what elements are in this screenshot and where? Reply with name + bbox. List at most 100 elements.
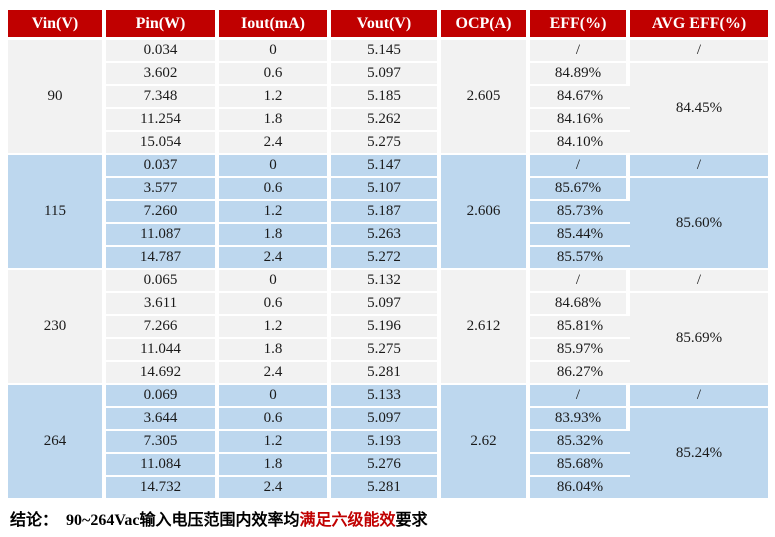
table-row: 264 0.069 0 5.133 2.62// <box>8 385 768 500</box>
table-row: 14.787 2.4 5.272 85.57% <box>8 247 768 270</box>
avg-eff-placeholder-cell: / <box>630 40 768 63</box>
iout-cell: 1.2 <box>219 431 331 454</box>
table-row: 7.260 1.2 5.187 85.73% <box>8 201 768 224</box>
vin-cell: 230 <box>8 270 106 385</box>
ocp-cell: 2.605 <box>441 40 530 155</box>
vout-cell: 5.097 <box>331 408 441 431</box>
conclusion-suffix: 要求 <box>395 512 428 529</box>
table-row: 230 0.065 0 5.132 2.612// <box>8 270 768 385</box>
pin-cell: 14.732 <box>106 477 219 500</box>
table-body: 90 0.034 0 5.145 2.605//3.602 0.6 5.097 84.89% 8… <box>8 40 768 500</box>
table-row: 11.044 1.8 5.275 85.97% <box>8 339 768 362</box>
table-row: 11.087 1.8 5.263 85.44% <box>8 224 768 247</box>
eff-cell: 84.67% <box>530 86 630 109</box>
eff-cell: 85.68% <box>530 454 630 477</box>
eff-cell: / <box>530 40 630 63</box>
avg-eff-placeholder-cell: / <box>630 385 768 408</box>
eff-cell: 84.68% <box>530 293 630 316</box>
eff-cell: 85.44% <box>530 224 630 247</box>
pin-cell: 11.087 <box>106 224 219 247</box>
pin-cell: 7.260 <box>106 201 219 224</box>
eff-cell: / <box>530 385 630 408</box>
eff-cell: 85.57% <box>530 247 630 270</box>
eff-cell: 85.97% <box>530 339 630 362</box>
column-header: Pin(W) <box>106 10 219 40</box>
iout-cell: 0 <box>219 270 331 293</box>
pin-cell: 3.602 <box>106 63 219 86</box>
eff-cell: 85.73% <box>530 201 630 224</box>
iout-cell: 0 <box>219 155 331 178</box>
ocp-cell: 2.62 <box>441 385 530 500</box>
conclusion-highlight: 满足六级能效 <box>299 512 396 529</box>
avg-eff-cell: 85.69% <box>630 293 768 385</box>
pin-cell: 0.065 <box>106 270 219 293</box>
table-row: 15.054 2.4 5.275 84.10% <box>8 132 768 155</box>
iout-cell: 2.4 <box>219 247 331 270</box>
avg-eff-cell: 85.24% <box>630 408 768 500</box>
vout-cell: 5.275 <box>331 339 441 362</box>
iout-cell: 1.8 <box>219 109 331 132</box>
vout-cell: 5.107 <box>331 178 441 201</box>
pin-cell: 3.611 <box>106 293 219 316</box>
table-header: Vin(V) Pin(W) Iout(mA) Vout(V) OCP(A) EFF(%) A… <box>8 10 768 40</box>
eff-cell: / <box>530 155 630 178</box>
ocp-cell: 2.612 <box>441 270 530 385</box>
avg-eff-cell: 85.60% <box>630 178 768 270</box>
eff-cell: 83.93% <box>530 408 630 431</box>
iout-cell: 1.8 <box>219 454 331 477</box>
iout-cell: 0.6 <box>219 293 331 316</box>
vout-cell: 5.097 <box>331 63 441 86</box>
pin-cell: 0.069 <box>106 385 219 408</box>
pin-cell: 7.266 <box>106 316 219 339</box>
column-header: AVG EFF(%) <box>630 10 768 40</box>
vout-cell: 5.145 <box>331 40 441 63</box>
conclusion-text: 90~264Vac输入电压范围内效率均 <box>66 512 300 529</box>
pin-cell: 7.305 <box>106 431 219 454</box>
eff-cell: 84.10% <box>530 132 630 155</box>
table-row: 90 0.034 0 5.145 2.605// <box>8 40 768 155</box>
iout-cell: 1.8 <box>219 224 331 247</box>
efficiency-test-table: Vin(V) Pin(W) Iout(mA) Vout(V) OCP(A) EFF(%) A… <box>8 10 768 500</box>
iout-cell: 2.4 <box>219 132 331 155</box>
table-row: 11.254 1.8 5.262 84.16% <box>8 109 768 132</box>
column-header: Vout(V) <box>331 10 441 40</box>
table-row: 3.611 0.6 5.097 84.68% 85.69% <box>8 293 768 385</box>
eff-cell: 84.89% <box>530 63 630 86</box>
conclusion-label: 结论： <box>10 512 59 529</box>
iout-cell: 2.4 <box>219 362 331 385</box>
pin-cell: 14.692 <box>106 362 219 385</box>
pin-cell: 0.034 <box>106 40 219 63</box>
table-row: 14.692 2.4 5.281 86.27% <box>8 362 768 385</box>
table-row: 7.305 1.2 5.193 85.32% <box>8 431 768 454</box>
vin-cell: 90 <box>8 40 106 155</box>
vout-cell: 5.281 <box>331 362 441 385</box>
iout-cell: 1.2 <box>219 316 331 339</box>
table-row: 14.732 2.4 5.281 86.04% <box>8 477 768 500</box>
iout-cell: 0.6 <box>219 178 331 201</box>
column-header: EFF(%) <box>530 10 630 40</box>
pin-cell: 15.054 <box>106 132 219 155</box>
header-row: Vin(V) Pin(W) Iout(mA) Vout(V) OCP(A) EFF(%) A… <box>8 10 768 40</box>
vout-cell: 5.275 <box>331 132 441 155</box>
ocp-cell: 2.606 <box>441 155 530 270</box>
eff-cell: 85.67% <box>530 178 630 201</box>
table-row: 3.602 0.6 5.097 84.89% 84.45% <box>8 63 768 155</box>
iout-cell: 0.6 <box>219 408 331 431</box>
eff-cell: 85.81% <box>530 316 630 339</box>
vout-cell: 5.272 <box>331 247 441 270</box>
table-row: 7.348 1.2 5.185 84.67% <box>8 86 768 109</box>
avg-eff-cell: 84.45% <box>630 63 768 155</box>
pin-cell: 14.787 <box>106 247 219 270</box>
pin-cell: 11.044 <box>106 339 219 362</box>
iout-cell: 2.4 <box>219 477 331 500</box>
pin-cell: 0.037 <box>106 155 219 178</box>
iout-cell: 0 <box>219 40 331 63</box>
vin-cell: 264 <box>8 385 106 500</box>
iout-cell: 1.8 <box>219 339 331 362</box>
vout-cell: 5.196 <box>331 316 441 339</box>
vin-cell: 115 <box>8 155 106 270</box>
vout-cell: 5.187 <box>331 201 441 224</box>
vout-cell: 5.147 <box>331 155 441 178</box>
table-row: 115 0.037 0 5.147 2.606// <box>8 155 768 270</box>
